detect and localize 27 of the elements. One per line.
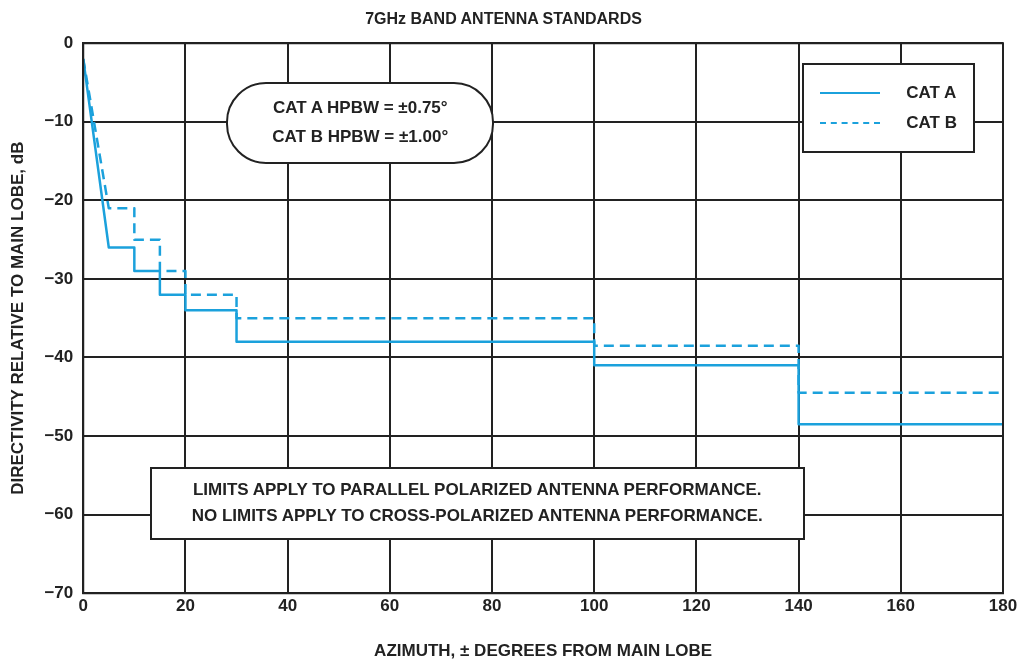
y-tick-label: 0 [63,32,74,52]
x-axis-title: AZIMUTH, ± DEGREES FROM MAIN LOBE [374,641,713,661]
y-tick-label: −40 [44,347,74,367]
annotation: LIMITS APPLY TO PARALLEL POLARIZED ANTENNA PERFORMANCE. NO LIMITS APPLY TO CROSS-POLARIZED ANTENNA PERFORMANCE. [191,480,763,525]
y-tick-label: −50 [44,425,74,445]
y-axis-title: DIRECTIVITY RELATIVE TO MAIN LOBE, dB [7,141,27,495]
rounded-text-frame: CAT A HPBW = ±0.75° CAT B HPBW = ±1.00° [226,82,495,165]
x-tick-label: 40 [278,596,298,616]
y-tick-label: −60 [44,504,74,524]
chart-title: 7GHz BAND ANTENNA STANDARDS [365,10,643,28]
x-tick-label: 60 [380,596,400,616]
y-tick-label: −30 [44,268,74,288]
y-tick-label: −70 [44,582,74,602]
x-tick-label: 20 [175,596,195,616]
x-tick-label: 120 [682,596,711,616]
annotation: CAT A HPBW = ±0.75° CAT B HPBW = ±1.00° [272,98,449,147]
x-tick-label: 140 [784,596,813,616]
x-tick-label: 160 [886,596,915,616]
x-tick-label: 0 [78,596,88,616]
x-tick-label: 180 [988,596,1018,616]
x-tick-label: 80 [482,596,502,616]
y-tick-label: −20 [44,190,74,210]
x-tick-label: 100 [580,596,609,616]
legend-label: CAT B [906,113,957,134]
y-tick-label: −10 [44,111,74,131]
legend-label: CAT A [906,83,957,104]
text-frame: LIMITS APPLY TO PARALLEL POLARIZED ANTENNA PERFORMANCE. NO LIMITS APPLY TO CROSS-POLARIZED ANTENNA PERFORMANCE. [149,467,805,541]
